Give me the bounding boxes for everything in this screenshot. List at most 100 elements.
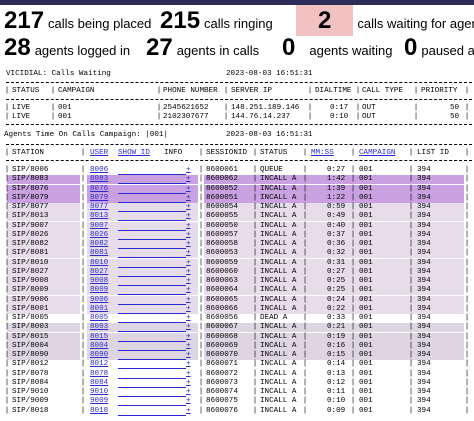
row-highlight [204,332,464,342]
agent-info-plus-link[interactable]: + [186,369,191,378]
row-highlight [7,193,80,203]
agent-user-link[interactable]: 8027 [90,267,109,276]
agent-info-plus-link[interactable]: + [186,378,191,387]
agent-info-plus-link[interactable]: + [186,360,191,369]
agent-info-plus-link[interactable]: + [186,267,191,276]
row-highlight [204,304,464,314]
agent-user-link[interactable]: 8084 [90,378,109,387]
agents-title: Agents Time On Calls Campaign: |001| [4,131,169,139]
cell-list: 394 [417,332,431,341]
agent-info-plus-link[interactable]: + [186,258,191,267]
calls-waiting-row: | LIVE | 001 | 2102307677 | 144.76.14.23… [4,113,470,121]
agent-row: | SIP/8013 | 8013 + | 8600055 | INCALL A | 0:49 | 00… [4,212,470,222]
agent-info-plus-link[interactable]: + [186,221,191,230]
row-highlight [204,240,464,249]
calls-ringing-value: 215 [160,7,201,34]
agent-info-plus-link[interactable]: + [186,286,191,295]
user-underline [118,407,186,416]
agent-row: | SIP/8018 | 8018 + | 8600076 | INCALL A | 0:09 | 00… [4,406,470,416]
agent-info-plus-link[interactable]: + [186,193,191,202]
agent-info-plus-link[interactable]: + [186,304,191,313]
agent-info-plus-link[interactable]: + [186,166,191,174]
agent-info-plus-link[interactable]: + [186,240,191,248]
agent-user-link[interactable]: 8006 [90,166,109,174]
agent-info-plus-link[interactable]: + [186,203,191,211]
agent-user-link[interactable]: 8005 [90,314,109,322]
agent-info-plus-link[interactable]: + [186,175,191,184]
user-underline [118,379,186,388]
cell-list: 394 [417,267,431,276]
cell-session: 8600074 [206,388,238,396]
agent-user-link[interactable]: 9010 [90,388,109,396]
agent-user-link[interactable]: 8009 [90,286,109,295]
cell-list: 394 [417,286,431,295]
cell-status: INCALL A [260,212,297,221]
agent-user-link[interactable]: 8079 [90,193,109,202]
agent-info-plus-link[interactable]: + [186,212,191,221]
agents-in-calls-value: 27 [146,34,173,61]
agent-user-link[interactable]: 8077 [90,203,109,211]
agent-info-plus-link[interactable]: + [186,277,191,285]
agent-info-plus-link[interactable]: + [186,332,191,341]
cell-session: 8600065 [206,295,238,304]
agent-info-plus-link[interactable]: + [186,249,191,258]
agent-user-link[interactable]: 8082 [90,240,109,248]
col-list: LIST ID [417,149,449,157]
cell-session: 8600052 [206,184,238,193]
agent-user-link[interactable]: 8001 [90,304,109,313]
row-highlight [87,203,198,212]
agent-row: | SIP/8026 | 8026 + | 8600057 | INCALL A | 0:37 | 00… [4,230,470,240]
agent-user-link[interactable]: 8026 [90,230,109,239]
agent-info-plus-link[interactable]: + [186,388,191,396]
agent-info-plus-link[interactable]: + [186,406,191,415]
agent-info-plus-link[interactable]: + [186,314,191,322]
row-highlight [87,332,198,342]
cell-station: SIP/9008 [12,277,49,285]
agent-user-link[interactable]: 8013 [90,212,109,221]
user-underline [118,268,186,277]
cell-session: 8600059 [206,258,238,267]
agent-info-plus-link[interactable]: + [186,341,191,350]
cell-status: INCALL A [260,360,297,369]
agent-user-link[interactable]: 8083 [90,175,109,184]
user-underline [118,277,186,286]
agent-user-link[interactable]: 8003 [90,323,109,332]
agent-info-plus-link[interactable]: + [186,295,191,304]
top-strip [0,0,474,5]
agent-user-link[interactable]: 8081 [90,249,109,258]
agent-row: | SIP/8079 | 8079 + | 8600051 | INCALL A | 1:22 | 00… [4,193,470,203]
sort-user-link[interactable]: USER [90,149,109,157]
show-id-link[interactable]: SHOW ID [118,149,150,157]
agent-user-link[interactable]: 9009 [90,397,109,406]
agent-user-link[interactable]: 8078 [90,369,109,378]
agent-info-plus-link[interactable]: + [186,323,191,332]
user-underline [118,323,186,333]
agent-user-link[interactable]: 9006 [90,295,109,304]
sort-mmss-link[interactable]: MM:SS [311,149,334,157]
agent-info-plus-link[interactable]: + [186,230,191,239]
col-campaign: CAMPAIGN [58,87,95,95]
cell-status: INCALL A [260,249,297,258]
agent-user-link[interactable]: 8010 [90,258,109,267]
agent-user-link[interactable]: 9007 [90,221,109,230]
agent-info-plus-link[interactable]: + [186,397,191,406]
agent-user-link[interactable]: 8018 [90,406,109,415]
agent-user-link[interactable]: 8076 [90,184,109,193]
agent-info-plus-link[interactable]: + [186,351,191,359]
cell-status: INCALL A [260,351,297,359]
cell-list: 394 [417,175,431,184]
agent-user-link[interactable]: 8012 [90,360,109,369]
agent-user-link[interactable]: 8090 [90,351,109,359]
agent-user-link[interactable]: 9008 [90,277,109,285]
col-phone: PHONE NUMBER [163,87,218,95]
agent-info-plus-link[interactable]: + [186,184,191,193]
cell-session: 8600071 [206,360,238,369]
sort-campaign-link[interactable]: CAMPAIGN [359,149,396,157]
cell-mmss: 0:32 [327,249,346,258]
agent-user-link[interactable]: 8004 [90,341,109,350]
agent-row: | SIP/8081 | 8081 + | 8600053 | INCALL A | 0:32 | 00… [4,249,470,259]
col-dialtime: DIALTIME [315,87,352,95]
cell-list: 394 [417,240,431,248]
agent-user-link[interactable]: 8015 [90,332,109,341]
